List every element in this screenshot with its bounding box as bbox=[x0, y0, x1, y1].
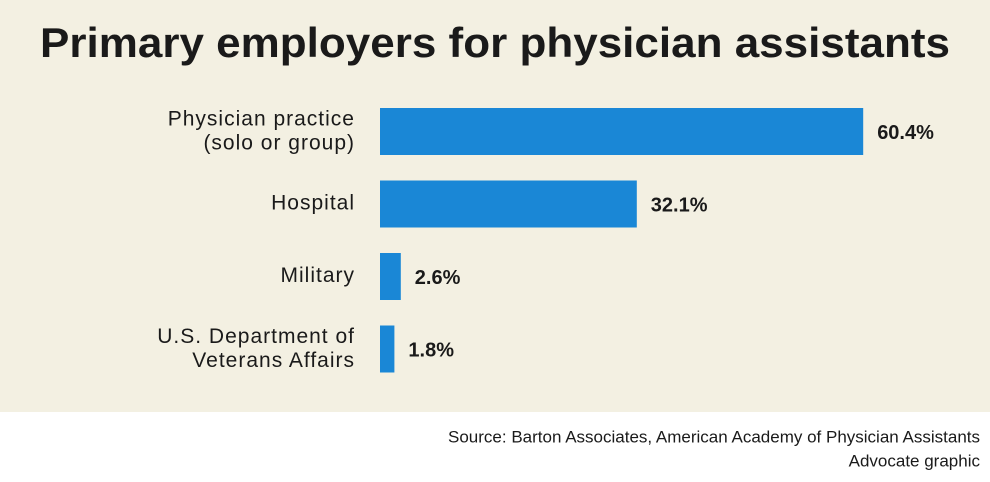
category-label: Hospital bbox=[271, 192, 355, 215]
bar bbox=[380, 108, 864, 155]
category-label: Physician practice (solo or group) bbox=[168, 107, 355, 154]
value-label: 2.6% bbox=[415, 267, 461, 289]
bar bbox=[380, 180, 637, 228]
category-label: U.S. Department of Veterans Affairs bbox=[157, 325, 355, 372]
chart-title: Primary employers for physician assistan… bbox=[40, 19, 950, 66]
bar bbox=[380, 325, 395, 373]
bar bbox=[380, 253, 401, 300]
value-label: 32.1% bbox=[651, 194, 708, 216]
credit: Advocate graphic bbox=[849, 451, 981, 470]
category-label: Military bbox=[281, 264, 356, 287]
source: Source: Barton Associates, American Acad… bbox=[448, 427, 980, 446]
value-label: 1.8% bbox=[408, 339, 454, 361]
value-label: 60.4% bbox=[877, 122, 934, 144]
